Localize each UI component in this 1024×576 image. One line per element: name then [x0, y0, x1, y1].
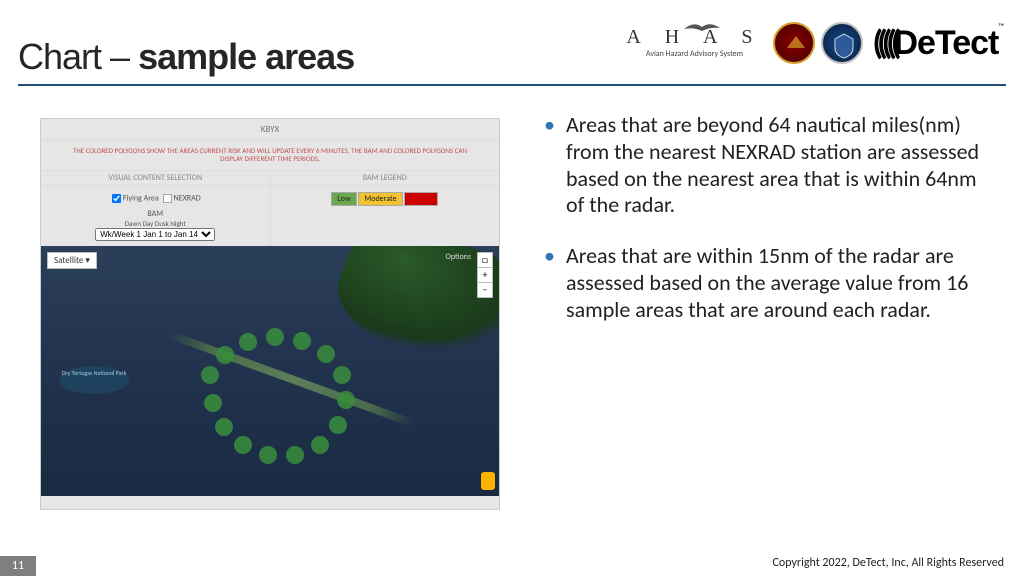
detect-text: DeTect: [894, 24, 999, 63]
slide-title: Chart – sample areas: [18, 36, 354, 78]
week-select[interactable]: Wk/Week 1 Jan 1 to Jan 14: [95, 228, 215, 241]
legend-cell: Low Moderate Severe: [270, 186, 500, 246]
embedded-screenshot: KBYX THE COLORED POLYGONS SHOW THE AREAS…: [40, 118, 500, 510]
sample-area-circle: [204, 394, 222, 412]
sample-area-circle: [239, 333, 257, 351]
visual-content-cell: Flying Area NEXRAD BAM Dawn Day Dusk Nig…: [41, 186, 270, 246]
trademark: ™: [998, 22, 1004, 32]
title-main: sample areas: [138, 36, 354, 77]
screenshot-header: KBYX: [41, 119, 499, 141]
zoom-control[interactable]: □ + −: [477, 252, 493, 298]
sample-area-circle: [333, 366, 351, 384]
pegman-icon[interactable]: [481, 472, 495, 490]
sample-area-circle: [266, 328, 284, 346]
zoom-out[interactable]: −: [478, 283, 492, 297]
legend-low: Low: [331, 192, 356, 206]
options-button[interactable]: Options: [446, 252, 471, 262]
header-rule: [18, 84, 1006, 86]
sample-area-circle: [201, 366, 219, 384]
flying-area-label: Flying Area: [123, 193, 159, 203]
sample-area-circle: [286, 446, 304, 464]
bullet-1: Areas that are beyond 64 nautical miles(…: [540, 112, 990, 219]
logo-strip: A H A S Avian Hazard Advisory System (((…: [626, 22, 1004, 64]
copyright: Copyright 2022, DeTect, Inc, All Rights …: [773, 556, 1004, 570]
seal-icon-2: [821, 22, 863, 64]
sample-area-circle: [311, 436, 329, 454]
panel-header-right: BAM LEGEND: [270, 170, 500, 186]
bam-radios[interactable]: Dawn Day Dusk Night: [51, 219, 260, 228]
sample-area-circle: [337, 391, 355, 409]
detect-logo: ((((( DeTect ™: [873, 23, 1004, 64]
flying-area-checkbox[interactable]: [112, 194, 121, 203]
satellite-button[interactable]: Satellite ▾: [47, 252, 97, 269]
legend-moderate: Moderate: [358, 192, 402, 206]
panel-header-left: VISUAL CONTENT SELECTION: [41, 170, 270, 186]
seal-icon-1: [773, 22, 815, 64]
ahas-logo: A H A S Avian Hazard Advisory System: [626, 27, 766, 59]
sample-area-circle: [216, 346, 234, 364]
sample-area-circle: [234, 436, 252, 454]
map-area[interactable]: Dry Tortugas National Park Satellite ▾ O…: [41, 246, 499, 496]
ahas-subtitle: Avian Hazard Advisory System: [626, 49, 762, 59]
wave-icon: (((((: [873, 23, 896, 64]
tortugas-label: Dry Tortugas National Park: [61, 369, 127, 377]
sample-area-circle: [329, 416, 347, 434]
florida-landmass: [324, 246, 499, 383]
sample-area-circle: [293, 332, 311, 350]
bullet-list: Areas that are beyond 64 nautical miles(…: [540, 112, 990, 348]
legend-severe: Severe: [404, 192, 438, 206]
sample-area-circle: [317, 345, 335, 363]
title-prefix: Chart –: [18, 36, 138, 77]
bird-icon: [682, 19, 722, 35]
nexrad-checkbox[interactable]: [162, 194, 171, 203]
page-number: 11: [0, 556, 36, 576]
screenshot-warning: THE COLORED POLYGONS SHOW THE AREAS CURR…: [41, 141, 499, 170]
zoom-box[interactable]: □: [478, 253, 492, 268]
bullet-2: Areas that are within 15nm of the radar …: [540, 243, 990, 323]
bam-label: BAM: [51, 209, 260, 219]
nexrad-label: NEXRAD: [174, 193, 201, 203]
sample-area-circle: [259, 446, 277, 464]
sample-area-circle: [215, 418, 233, 436]
zoom-in[interactable]: +: [478, 268, 492, 283]
